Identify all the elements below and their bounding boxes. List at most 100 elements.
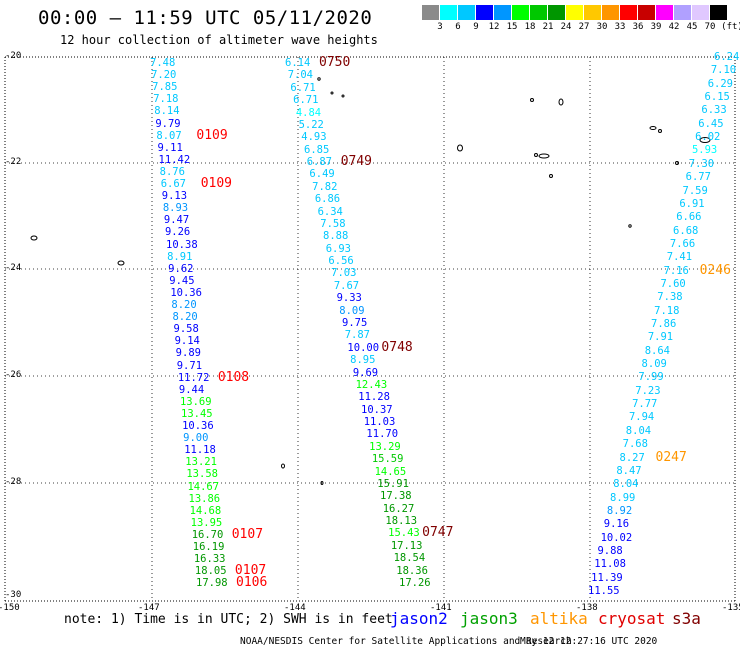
swh-value: 8.64: [644, 344, 670, 357]
colorbar-tick-label: 45: [686, 22, 698, 32]
colorbar-swatch: [638, 5, 656, 20]
swh-value: 9.71: [176, 359, 203, 372]
swh-value: 10.02: [600, 531, 633, 544]
pass-time-label: 0747: [422, 525, 454, 541]
swh-value: 7.20: [151, 69, 177, 82]
swh-value: 7.04: [287, 69, 313, 82]
colorbar-tick-label: 18: [524, 22, 536, 32]
swh-value: 7.59: [682, 184, 708, 197]
colorbar-tick-label: 6: [455, 22, 461, 32]
swh-value: 8.04: [613, 478, 639, 491]
swh-value: 8.20: [171, 299, 197, 311]
satellite-legend-item: cryosat: [598, 609, 666, 628]
colorbar-swatch: [458, 5, 476, 20]
swh-value: 8.09: [339, 304, 365, 317]
swh-value: 16.70: [191, 528, 224, 541]
satellite-legend-item: s3a: [672, 609, 701, 628]
colorbar-swatch: [602, 5, 620, 20]
swh-value: 7.94: [628, 411, 655, 424]
swh-value: 6.86: [314, 193, 341, 206]
latitude-label: -26: [5, 370, 22, 380]
swh-value: 7.18: [153, 93, 179, 106]
swh-value: 6.15: [704, 91, 730, 104]
swh-value: 6.68: [673, 224, 699, 237]
swh-value: 6.87: [306, 156, 332, 169]
colorbar-swatch: [548, 5, 566, 20]
swh-value: 7.30: [688, 157, 715, 170]
swh-value: 4.93: [301, 131, 327, 144]
colorbar-tick-label: 3: [437, 22, 443, 32]
colorbar-swatch: [620, 5, 638, 20]
colorbar-swatch: [566, 5, 584, 20]
swh-value: 14.65: [374, 465, 407, 478]
swh-value: 12.43: [355, 378, 388, 391]
swh-value: 13.58: [186, 468, 218, 481]
swh-value: 14.67: [187, 480, 220, 493]
map-frame: [4, 56, 736, 602]
swh-value: 6.66: [676, 211, 702, 224]
island-outline: [281, 463, 285, 469]
swh-value: 13.45: [181, 407, 213, 420]
swh-value: 9.00: [183, 432, 209, 445]
island-outline: [549, 174, 553, 178]
swh-value: 6.71: [293, 94, 319, 107]
swh-value: 8.92: [606, 504, 633, 517]
colorbar-tick-label: 70: [704, 22, 716, 32]
swh-value: 7.99: [638, 371, 664, 384]
swh-value: 16.33: [193, 553, 226, 566]
swh-value: 16.19: [192, 541, 225, 553]
swh-value: 11.72: [177, 371, 210, 384]
island-outline: [675, 161, 679, 165]
latitude-label: -20: [5, 51, 22, 61]
swh-value: 7.18: [654, 304, 680, 317]
swh-value: 9.16: [603, 518, 630, 531]
colorbar-tick-label: 30: [596, 22, 608, 32]
swh-value: 17.26: [399, 576, 431, 589]
swh-value: 6.14: [285, 57, 311, 69]
swh-value: 6.85: [304, 143, 330, 156]
swh-value: 7.10: [710, 64, 737, 77]
swh-value: 8.47: [616, 464, 642, 477]
colorbar-tick-label: 36: [632, 22, 644, 32]
swh-value: 6.71: [290, 81, 316, 94]
colorbar-tick-label: 15: [506, 22, 518, 32]
swh-value: 6.34: [317, 205, 343, 218]
swh-value: 16.27: [382, 502, 415, 515]
pass-time-label: 0748: [381, 339, 413, 355]
swh-value: 7.58: [320, 217, 346, 230]
swh-value: 7.91: [647, 331, 674, 344]
swh-value: 13.86: [188, 492, 221, 505]
swh-value: 10.36: [170, 286, 202, 299]
island-outline: [538, 153, 550, 159]
satellite-legend-item: altika: [530, 609, 588, 628]
swh-value: 7.48: [150, 57, 176, 69]
generated-timestamp: May 12 12:27:16 UTC 2020: [520, 636, 658, 647]
latitude-label: -30: [5, 590, 22, 600]
island-outline: [699, 137, 711, 143]
swh-value: 6.33: [701, 104, 727, 117]
swh-value: 17.13: [390, 539, 423, 552]
swh-value: 8.07: [156, 129, 182, 142]
pass-time-label: 0749: [340, 154, 373, 170]
swh-value: 9.13: [161, 190, 188, 203]
colorbar-swatch: [692, 5, 710, 20]
satellite-legend-item: jason3: [460, 609, 518, 628]
swh-value: 7.82: [312, 180, 338, 193]
swh-value: 6.67: [160, 178, 186, 190]
swh-value: 9.33: [336, 292, 362, 305]
swh-value: 7.67: [333, 279, 360, 292]
island-outline: [649, 126, 657, 130]
swh-value: 18.13: [385, 515, 418, 528]
islands: [30, 77, 711, 485]
swh-value: 17.38: [380, 490, 412, 503]
swh-value: 9.26: [164, 226, 191, 239]
swh-value: 6.29: [707, 77, 733, 90]
swh-value: 8.04: [625, 424, 652, 437]
map-title: 00:00 – 11:59 UTC 05/11/2020: [38, 7, 373, 29]
swh-value: 9.79: [155, 117, 181, 130]
longitude-label: -138: [576, 603, 598, 613]
swh-value: 11.55: [588, 585, 620, 597]
island-outline: [341, 94, 345, 98]
pass-time-label: 0107: [234, 563, 267, 579]
swh-value: 9.44: [178, 383, 205, 396]
